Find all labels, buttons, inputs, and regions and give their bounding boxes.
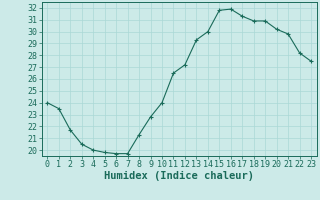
X-axis label: Humidex (Indice chaleur): Humidex (Indice chaleur) xyxy=(104,171,254,181)
